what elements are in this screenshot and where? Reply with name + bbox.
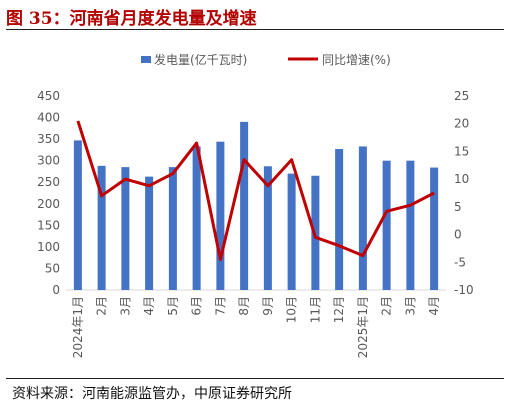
y-axis-right-labels: -10 -5 0 5 10 15 20 25 bbox=[454, 89, 474, 297]
bar bbox=[97, 165, 106, 290]
y-right-tick-label: 10 bbox=[454, 172, 469, 186]
legend-bar-label: 发电量(亿千瓦时) bbox=[154, 52, 247, 67]
x-tick-label: 4月 bbox=[427, 296, 441, 316]
x-tick-label: 7月 bbox=[213, 296, 227, 316]
bar bbox=[430, 167, 439, 290]
bar-series bbox=[73, 121, 439, 290]
bar bbox=[358, 146, 367, 290]
source-note: 资料来源：河南能源监管办，中原证券研究所 bbox=[12, 386, 292, 402]
y-left-tick-label: 150 bbox=[37, 218, 60, 232]
x-tick-label: 9月 bbox=[261, 296, 275, 316]
bar bbox=[335, 149, 344, 290]
legend: 发电量(亿千瓦时) 同比增速(%) bbox=[141, 52, 391, 67]
y-left-tick-label: 400 bbox=[37, 111, 60, 125]
x-tick-label: 5月 bbox=[166, 296, 180, 316]
x-tick-label: 3月 bbox=[118, 296, 132, 316]
bar bbox=[73, 140, 82, 290]
x-tick-label: 2月 bbox=[380, 296, 394, 316]
y-right-tick-label: 5 bbox=[454, 200, 462, 214]
y-right-tick-label: 0 bbox=[454, 228, 462, 242]
bar bbox=[287, 173, 296, 290]
y-left-tick-label: 0 bbox=[52, 283, 60, 297]
bar bbox=[192, 146, 201, 290]
y-right-tick-label: -10 bbox=[454, 283, 474, 297]
legend-bar-swatch bbox=[141, 56, 151, 63]
y-right-tick-label: -5 bbox=[454, 255, 466, 269]
y-left-tick-label: 200 bbox=[37, 197, 60, 211]
bar bbox=[168, 167, 177, 290]
bar bbox=[382, 160, 391, 290]
chart: 发电量(亿千瓦时) 同比增速(%) 0501001502002503003504… bbox=[37, 52, 474, 358]
line-series bbox=[76, 120, 435, 261]
y-left-tick-label: 300 bbox=[37, 154, 60, 168]
y-left-tick-label: 50 bbox=[45, 261, 60, 275]
source-rule bbox=[6, 378, 504, 379]
x-tick-label: 6月 bbox=[190, 296, 204, 316]
x-tick-label: 2025年1月 bbox=[356, 296, 370, 358]
figure-title: 图 35：河南省月度发电量及增速 bbox=[6, 9, 257, 29]
bar bbox=[121, 167, 130, 290]
x-tick-label: 10月 bbox=[285, 296, 299, 323]
bar bbox=[145, 176, 154, 290]
x-axis-labels: 2024年1月 2月 3月 4月 5月 6月 7月 8月 9月 10月 11月 12月 2025年1月 2… bbox=[71, 296, 441, 358]
x-tick-label: 8月 bbox=[237, 296, 251, 316]
x-tick-label: 2月 bbox=[95, 296, 109, 316]
y-right-tick-label: 15 bbox=[454, 144, 469, 158]
title-rule bbox=[6, 29, 504, 30]
x-tick-label: 11月 bbox=[308, 296, 322, 323]
y-left-tick-label: 350 bbox=[37, 132, 60, 146]
x-tick-label: 3月 bbox=[403, 296, 417, 316]
bar bbox=[216, 141, 225, 290]
y-right-tick-label: 20 bbox=[454, 117, 469, 131]
legend-line-label: 同比增速(%) bbox=[322, 53, 391, 67]
bar bbox=[406, 160, 415, 290]
y-left-tick-label: 450 bbox=[37, 89, 60, 103]
x-tick-label: 4月 bbox=[142, 296, 156, 316]
y-right-tick-label: 25 bbox=[454, 89, 469, 103]
bar bbox=[263, 166, 272, 290]
y-left-tick-label: 250 bbox=[37, 175, 60, 189]
y-axis-left-labels: 0 50 100 150 200 250 300 350 400 450 bbox=[37, 89, 60, 297]
growth-line bbox=[76, 120, 435, 261]
x-tick-label: 12月 bbox=[332, 296, 346, 323]
y-left-tick-label: 100 bbox=[37, 240, 60, 254]
bar bbox=[240, 121, 249, 290]
x-tick-label: 2024年1月 bbox=[71, 296, 85, 358]
